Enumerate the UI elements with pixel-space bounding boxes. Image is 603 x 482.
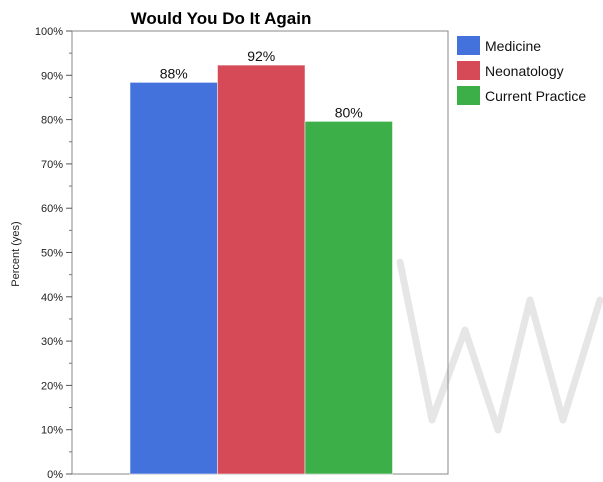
- y-tick-label: 0%: [47, 469, 63, 481]
- chart-title: Would You Do It Again: [131, 9, 312, 28]
- legend-item-label: Medicine: [485, 38, 541, 54]
- legend-item-label: Neonatology: [485, 63, 564, 79]
- y-tick-label: 80%: [41, 115, 63, 127]
- legend-swatch: [457, 86, 480, 105]
- bar-neonatology: [217, 64, 306, 475]
- y-tick-label: 100%: [35, 26, 63, 38]
- y-tick-label: 50%: [41, 248, 63, 260]
- legend-swatch: [457, 61, 480, 80]
- bar-medicine: [129, 81, 218, 475]
- y-tick-label: 70%: [41, 159, 63, 171]
- data-labels: 88% 92% 80%: [160, 48, 363, 120]
- watermark: [396, 258, 603, 434]
- data-label: 92%: [247, 48, 275, 64]
- bars: [129, 64, 393, 475]
- legend-swatch: [457, 36, 480, 55]
- data-label: 80%: [335, 104, 363, 120]
- y-tick-label: 60%: [41, 203, 63, 215]
- data-label: 88%: [160, 65, 188, 81]
- y-tick-label: 10%: [41, 425, 63, 437]
- y-tick-label: 20%: [41, 380, 63, 392]
- bar-current-practice: [304, 120, 393, 475]
- legend-item-label: Current Practice: [485, 88, 586, 104]
- y-tick-label: 40%: [41, 292, 63, 304]
- legend: Medicine Neonatology Current Practice: [457, 36, 586, 105]
- y-axis: 0% 10% 20% 30% 40% 50% 60% 70% 80% 90% 100%: [35, 26, 72, 481]
- y-tick-label: 30%: [41, 336, 63, 348]
- y-tick-label: 90%: [41, 70, 63, 82]
- y-axis-label: Percent (yes): [10, 221, 22, 286]
